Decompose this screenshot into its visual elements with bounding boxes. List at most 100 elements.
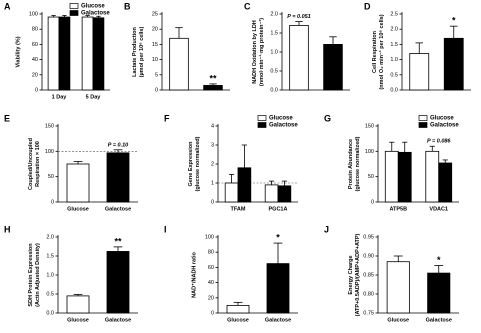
bar <box>66 295 90 314</box>
bar <box>266 263 290 314</box>
bar <box>384 150 399 203</box>
y-tick-label: 0 <box>35 87 38 93</box>
y-tick-label: 100 <box>205 234 214 240</box>
panel-label: J <box>324 224 329 234</box>
y-tick-label: 5 <box>155 72 158 78</box>
y-tick-label: 80 <box>208 250 214 256</box>
x-tick-label: VDAC1 <box>429 206 448 212</box>
x-tick-label: 1 Day <box>52 94 68 100</box>
y-tick-label: 0.0 <box>390 87 398 93</box>
bar <box>203 85 223 91</box>
y-tick-label: 1.0 <box>46 272 54 278</box>
bar <box>224 182 239 203</box>
y-tick-label: 50 <box>48 174 54 180</box>
bar <box>427 272 451 314</box>
bar <box>443 37 464 91</box>
bar <box>397 151 412 203</box>
y-tick-label: 25 <box>152 11 158 17</box>
legend-label: Galactose <box>81 11 110 17</box>
y-tick-label: 2.0 <box>390 27 398 33</box>
y-axis-label: Viability (%) <box>15 36 21 67</box>
y-tick-label: 50 <box>368 174 374 180</box>
y-tick-label: 0.5 <box>46 291 54 297</box>
y-tick-label: 80 <box>32 27 38 33</box>
y-axis-label: (ATP+0.5ADP)/(AMP+ADP+ATP) <box>355 233 361 316</box>
y-tick-label: 100 <box>29 11 38 17</box>
panel-label: H <box>4 224 11 234</box>
y-axis-label: (nmol O₂ min⁻¹ per 10⁶ cells) <box>378 14 385 89</box>
legend-swatch <box>69 3 79 9</box>
bar <box>438 162 453 203</box>
y-tick-label: 0.5 <box>390 72 398 78</box>
x-tick-label: Galactose <box>426 317 452 323</box>
panel-label: A <box>4 1 11 11</box>
bar <box>226 304 250 314</box>
legend-label: Glucose <box>269 116 293 122</box>
y-tick-label: 0 <box>211 199 214 205</box>
y-tick-label: 150 <box>365 123 374 129</box>
x-tick-label: TFAM <box>231 206 246 212</box>
bar <box>425 150 440 203</box>
y-tick-label: 150 <box>45 123 54 129</box>
y-tick-label: 1.5 <box>390 42 398 48</box>
y-tick-label: 15 <box>152 42 158 48</box>
y-axis-label: SDH Protein Expression <box>28 243 34 307</box>
bar <box>237 167 252 203</box>
y-tick-label: 60 <box>208 265 214 271</box>
y-tick-label: 100 <box>45 149 54 155</box>
bar <box>409 53 430 91</box>
panel-label: D <box>364 1 371 11</box>
x-tick-label: ATP5B <box>389 206 407 212</box>
y-tick-label: 100 <box>365 149 374 155</box>
bar <box>81 16 94 91</box>
significance: ** <box>114 236 122 246</box>
y-tick-label: 2.0 <box>46 234 54 240</box>
y-tick-label: 0 <box>211 310 214 316</box>
legend-label: Glucose <box>430 116 454 122</box>
y-axis-label: NAD⁺/NADH ratio <box>190 252 197 298</box>
y-tick-label: 0.80 <box>363 291 374 297</box>
y-tick-label: 1.5 <box>270 30 278 36</box>
y-tick-label: 0.0 <box>270 87 278 93</box>
bar <box>169 37 189 91</box>
x-tick-label: Glucose <box>227 317 249 323</box>
y-tick-label: 4 <box>211 123 214 129</box>
y-tick-label: 0.90 <box>363 253 374 259</box>
bar <box>277 185 292 203</box>
y-tick-label: 0 <box>51 199 54 205</box>
significance: P = 0.10 <box>108 142 128 148</box>
y-axis-label: Gene Expression <box>188 141 194 187</box>
y-tick-label: 0 <box>155 87 158 93</box>
y-axis-label: Coupled/Uncoupled <box>28 138 34 190</box>
y-tick-label: 20 <box>152 27 158 33</box>
y-tick-label: 40 <box>32 57 38 63</box>
y-tick-label: 0.95 <box>363 234 374 240</box>
bar <box>47 16 60 91</box>
legend-swatch <box>69 10 79 16</box>
bar <box>323 44 343 91</box>
x-tick-label: PGC1A <box>269 206 288 212</box>
y-tick-label: 1.0 <box>390 57 398 63</box>
y-axis-label: Cell Respiration <box>372 30 378 73</box>
legend-swatch <box>257 122 267 128</box>
y-tick-label: 2 <box>211 161 214 167</box>
y-tick-label: 1 <box>211 180 214 186</box>
x-tick-label: Galactose <box>105 206 131 212</box>
legend-swatch <box>418 115 428 121</box>
bar <box>264 184 279 203</box>
y-axis-label: Energy Charge <box>348 255 354 294</box>
x-tick-label: 5 Day <box>86 94 102 100</box>
y-axis-label: (glucose normalized) <box>195 136 201 191</box>
y-tick-label: 0.85 <box>363 272 374 278</box>
legend-swatch <box>257 115 267 121</box>
y-tick-label: 20 <box>32 72 38 78</box>
x-tick-label: Glucose <box>67 206 89 212</box>
x-tick-label: Glucose <box>67 317 89 323</box>
y-axis-label: (nmol·min⁻¹·mg protein⁻¹) <box>258 18 265 86</box>
y-tick-label: 2.0 <box>270 11 278 17</box>
y-tick-label: 60 <box>32 42 38 48</box>
bar <box>106 152 130 203</box>
y-tick-label: 1.0 <box>270 49 278 55</box>
bar <box>66 163 90 203</box>
